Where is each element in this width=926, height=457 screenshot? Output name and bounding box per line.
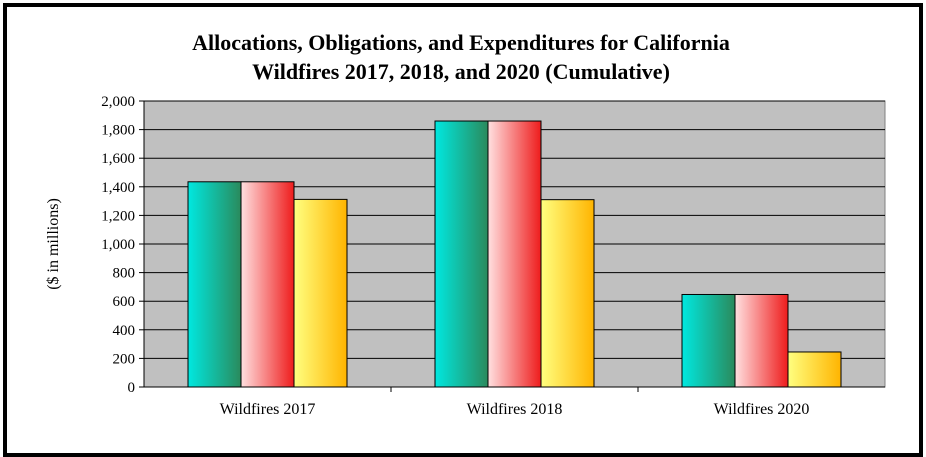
bar-series-1-3 <box>681 293 736 388</box>
bar-series-3-3 <box>787 351 842 388</box>
x-category-labels: Wildfires 2017 Wildfires 2018 Wildfires 20… <box>220 401 810 418</box>
x-category-label: Wildfires 2018 <box>467 401 563 418</box>
bar-series-3-2 <box>540 199 595 388</box>
bar-series-2-2 <box>487 120 542 388</box>
y-axis-label: ($ in millions) <box>45 198 62 290</box>
y-tick-label: 1,200 <box>101 208 135 224</box>
y-tick-label: 200 <box>113 351 136 367</box>
x-category-label: Wildfires 2017 <box>220 401 316 418</box>
y-tick-label: 1,400 <box>101 180 135 196</box>
bar-series-2-3 <box>734 293 789 388</box>
chart-title-line-2: Wildfires 2017, 2018, and 2020 (Cumulati… <box>252 59 670 84</box>
y-tick-label: 1,600 <box>101 151 135 167</box>
x-category-label: Wildfires 2020 <box>714 401 810 418</box>
y-tick-labels: 0 200 400 600 800 1,000 1,200 1,400 1,600 1,800 2,… <box>101 94 135 396</box>
y-tick-label: 600 <box>113 294 136 310</box>
y-tick-label: 2,000 <box>101 94 135 110</box>
y-tick-label: 1,000 <box>101 237 135 253</box>
bar-series-1-1 <box>187 181 242 388</box>
bar-series-1-2 <box>434 120 489 388</box>
y-tick-label: 0 <box>128 380 136 396</box>
y-tick-label: 800 <box>113 266 136 282</box>
axes <box>139 100 885 392</box>
bar-series-2-1 <box>240 181 295 388</box>
y-tick-label: 400 <box>113 323 136 339</box>
bar-series-3-1 <box>293 198 348 388</box>
y-tick-label: 1,800 <box>101 123 135 139</box>
chart-title-line-1: Allocations, Obligations, and Expenditur… <box>192 30 730 55</box>
